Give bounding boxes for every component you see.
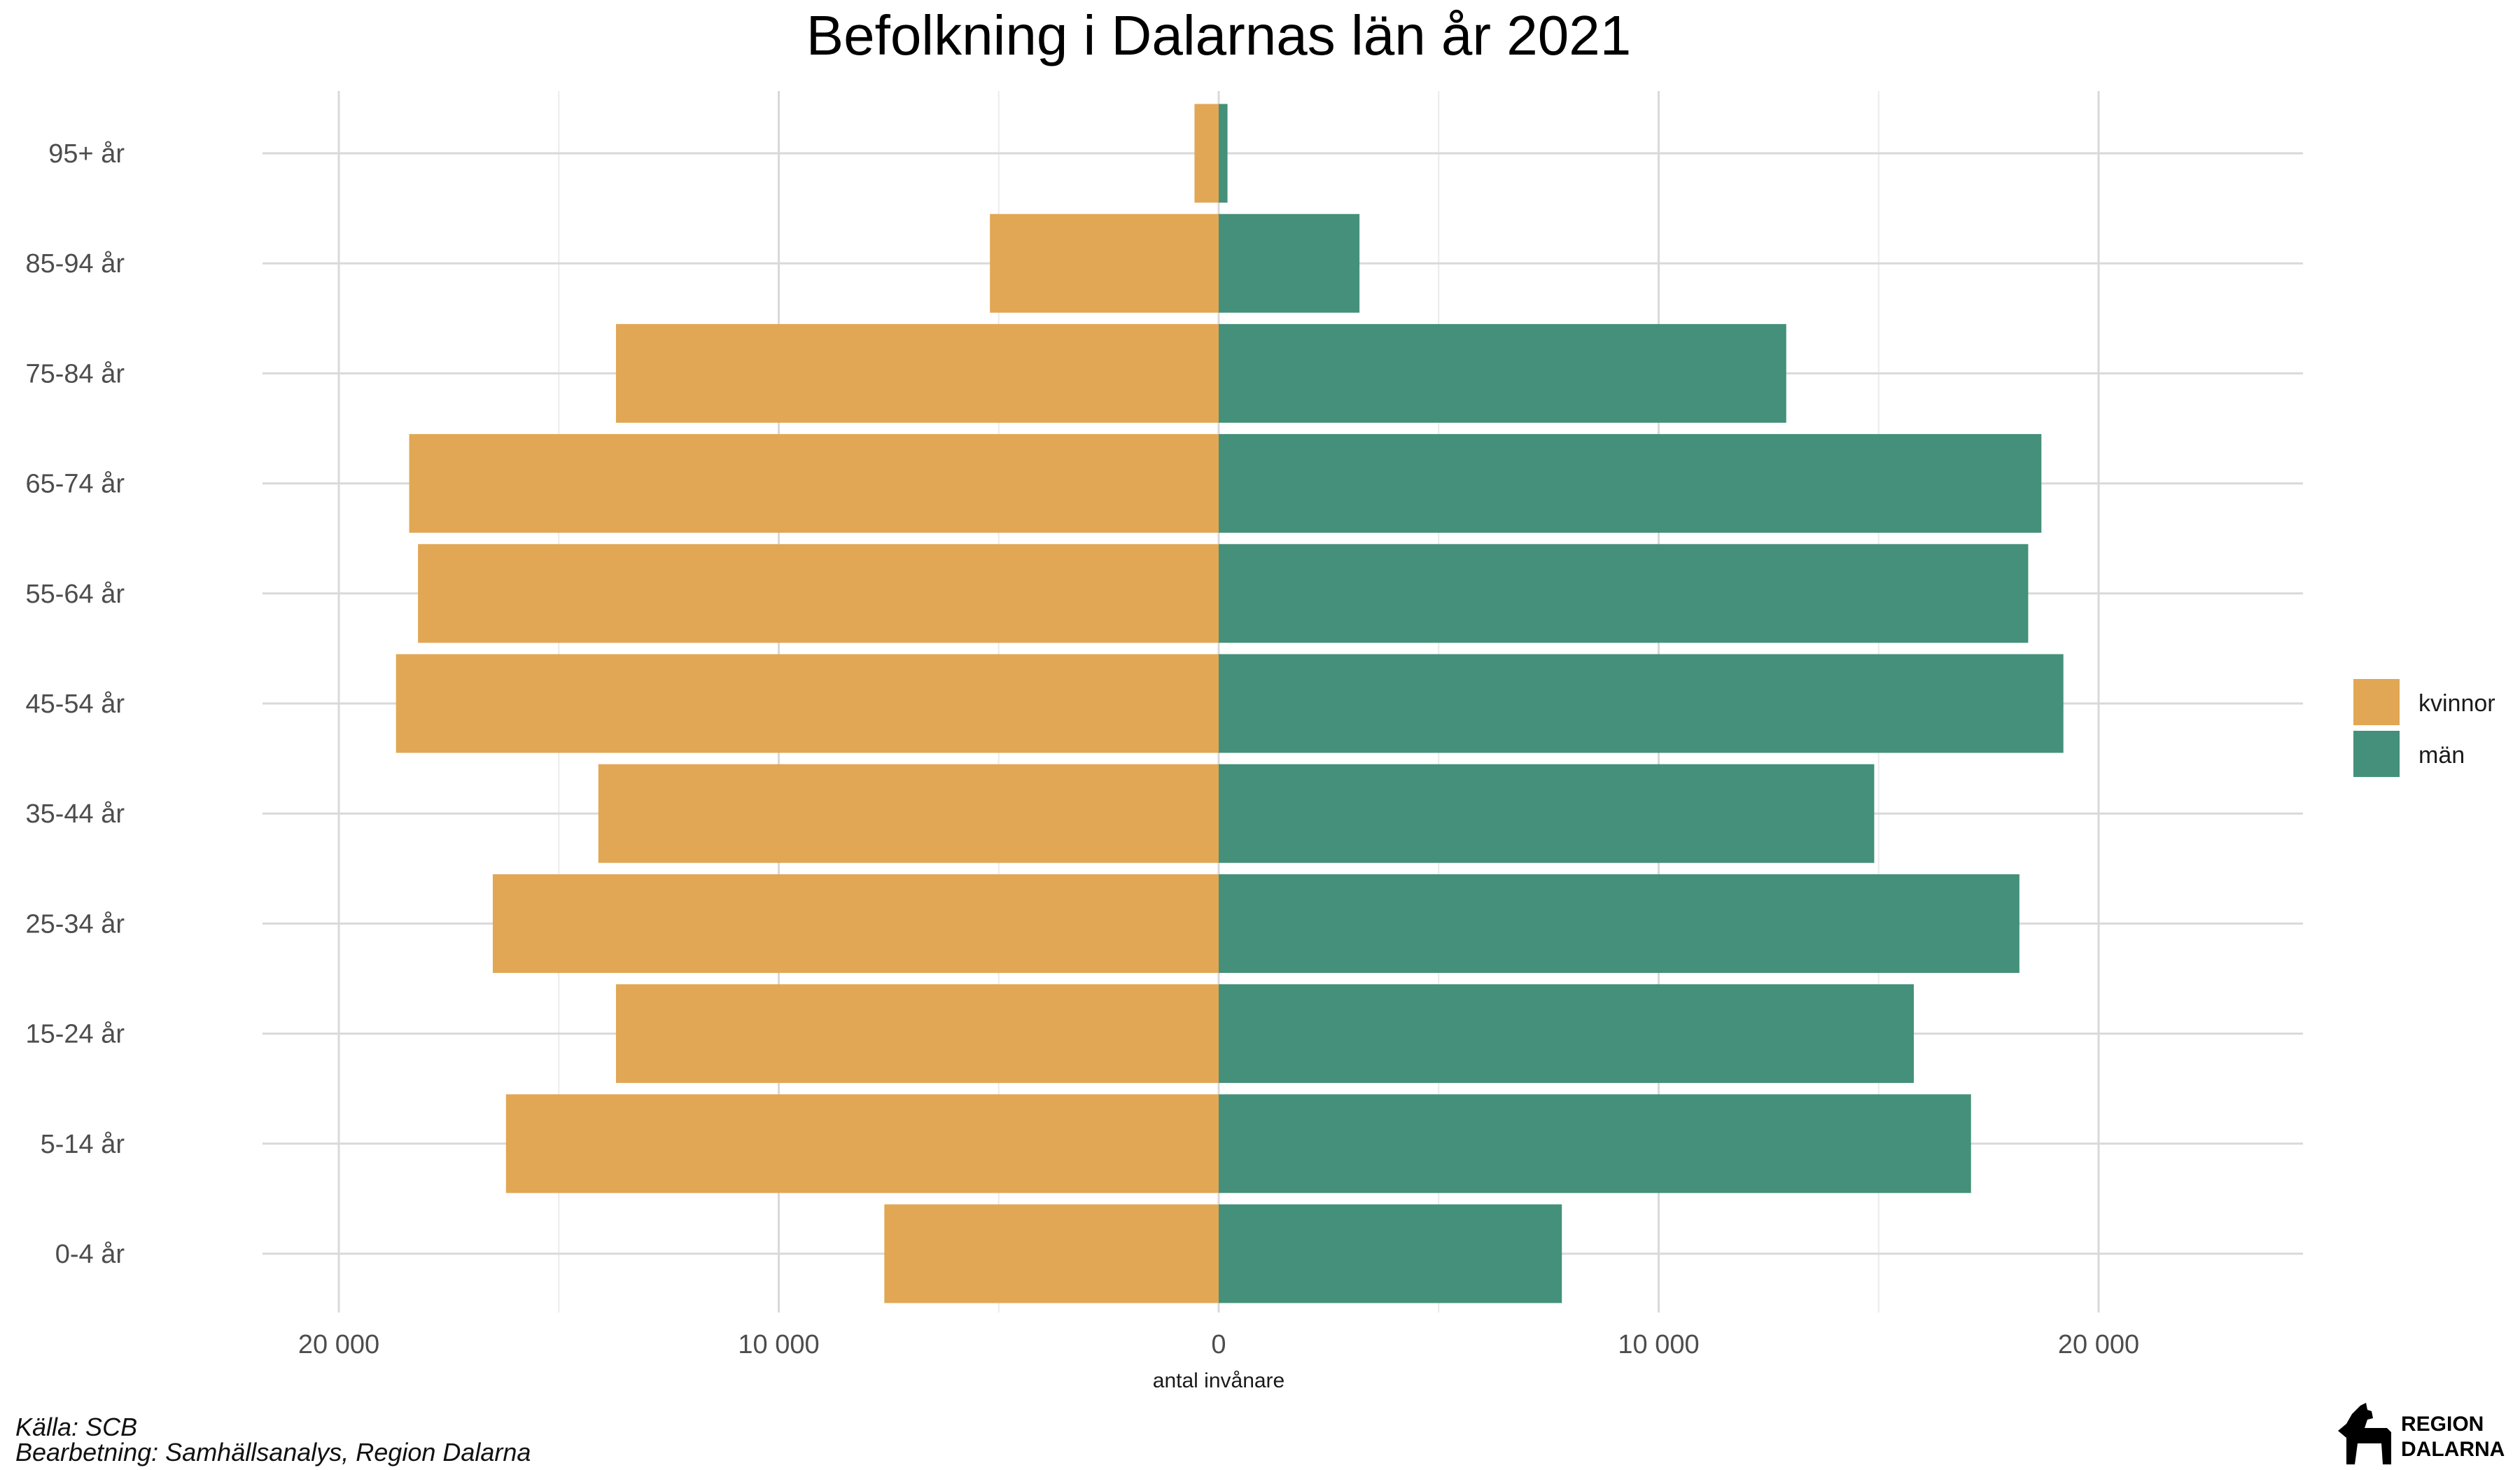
bar-män-35-44år bbox=[1219, 764, 1875, 863]
y-tick-label: 25-34 år bbox=[25, 909, 125, 939]
bar-män-65-74år bbox=[1219, 434, 2042, 533]
y-tick-label: 35-44 år bbox=[25, 799, 125, 829]
x-tick-labels: 20 000 10 000 0 10 000 20 000 bbox=[298, 1330, 2139, 1359]
caption-source: Källa: SCB bbox=[15, 1413, 138, 1441]
bar-män-75-84år bbox=[1219, 323, 1786, 423]
bar-kvinnor-65-74år bbox=[409, 434, 1219, 533]
y-tick-label: 5-14 år bbox=[41, 1130, 125, 1159]
caption-processing: Bearbetning: Samhällsanalys, Region Dala… bbox=[15, 1438, 531, 1466]
legend: kvinnor män bbox=[2353, 679, 2496, 777]
bar-kvinnor-35-44år bbox=[598, 764, 1219, 863]
legend-swatch-män bbox=[2353, 731, 2400, 777]
y-tick-label: 65-74 år bbox=[25, 470, 125, 499]
logo-text-dalarna: DALARNA bbox=[2401, 1438, 2505, 1461]
bar-män-0-4år bbox=[1219, 1204, 1562, 1303]
x-tick-label: 20 000 bbox=[2058, 1330, 2139, 1359]
y-tick-labels: 0-4 år 5-14 år 15-24 år 25-34 år 35-44 år 45-… bbox=[25, 139, 125, 1269]
bar-män-95plusår bbox=[1219, 104, 1228, 203]
y-tick-label: 85-94 år bbox=[25, 249, 125, 279]
legend-swatch-kvinnor bbox=[2353, 679, 2400, 725]
bar-kvinnor-85-94år bbox=[990, 214, 1219, 313]
bar-kvinnor-95plusår bbox=[1194, 104, 1219, 203]
bar-män-15-24år bbox=[1219, 984, 1914, 1084]
bar-män-5-14år bbox=[1219, 1094, 1971, 1194]
bar-kvinnor-25-34år bbox=[492, 874, 1219, 973]
bar-kvinnor-75-84år bbox=[615, 323, 1219, 423]
y-tick-label: 75-84 år bbox=[25, 359, 125, 388]
bars bbox=[396, 104, 2064, 1303]
bar-män-55-64år bbox=[1219, 544, 2029, 643]
bar-män-25-34år bbox=[1219, 874, 2019, 973]
x-tick-label: 20 000 bbox=[298, 1330, 379, 1359]
bar-kvinnor-5-14år bbox=[505, 1094, 1219, 1194]
y-tick-label: 95+ år bbox=[48, 139, 125, 169]
bar-kvinnor-15-24år bbox=[615, 984, 1219, 1084]
x-axis-label: antal invånare bbox=[1153, 1369, 1284, 1392]
bar-män-85-94år bbox=[1219, 214, 1360, 313]
legend-label-män: män bbox=[2418, 742, 2465, 769]
bar-män-45-54år bbox=[1219, 654, 2064, 753]
logo-text-region: REGION bbox=[2401, 1413, 2484, 1436]
chart-title: Befolkning i Dalarnas län år 2021 bbox=[806, 4, 1632, 66]
x-tick-label: 10 000 bbox=[738, 1330, 819, 1359]
region-dalarna-logo: REGION DALARNA bbox=[2338, 1403, 2505, 1464]
legend-label-kvinnor: kvinnor bbox=[2418, 690, 2496, 717]
x-tick-label: 0 bbox=[1211, 1330, 1226, 1359]
bar-kvinnor-45-54år bbox=[396, 654, 1219, 753]
y-tick-label: 15-24 år bbox=[25, 1020, 125, 1049]
y-tick-label: 0-4 år bbox=[55, 1240, 125, 1269]
y-tick-label: 45-54 år bbox=[25, 690, 125, 719]
x-tick-label: 10 000 bbox=[1618, 1330, 1699, 1359]
bar-kvinnor-55-64år bbox=[418, 544, 1219, 643]
dala-horse-icon bbox=[2338, 1403, 2391, 1464]
y-tick-label: 55-64 år bbox=[25, 580, 125, 609]
bar-kvinnor-0-4år bbox=[884, 1204, 1219, 1303]
